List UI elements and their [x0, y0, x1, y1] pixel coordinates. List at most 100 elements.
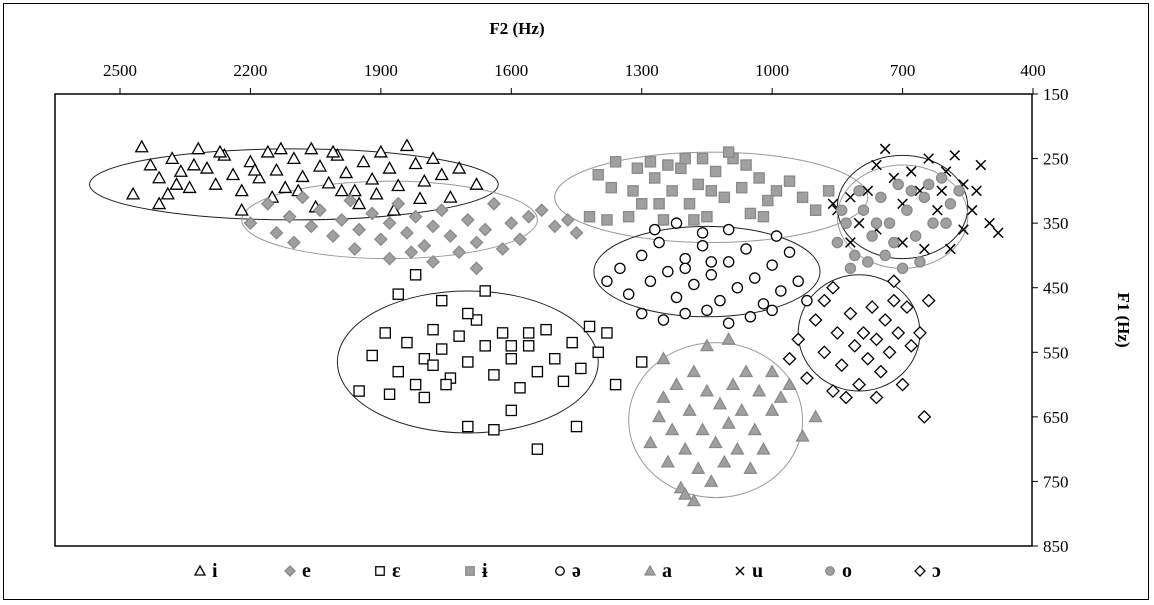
point-o: [875, 191, 887, 204]
point-ɨ: [696, 152, 709, 165]
point-ɛ: [435, 343, 448, 355]
point-o: [905, 185, 918, 197]
point-i: [173, 164, 188, 177]
point-ɛ: [531, 443, 544, 455]
point-e: [452, 245, 467, 260]
point-ə: [601, 275, 613, 288]
point-i: [369, 186, 384, 200]
cluster-ellipse-i: [89, 148, 499, 221]
point-u: [923, 153, 934, 164]
point-ɛ: [479, 340, 491, 352]
point-ɛ: [440, 378, 452, 391]
point-ɛ: [549, 352, 561, 365]
point-ɛ: [601, 327, 613, 339]
point-ɛ: [496, 327, 509, 339]
point-a: [708, 435, 723, 449]
point-i: [286, 151, 302, 165]
point-e: [295, 190, 310, 205]
point-e: [434, 203, 449, 218]
point-ɛ: [418, 391, 431, 404]
point-ɔ: [826, 384, 840, 398]
cluster-ellipse-a: [628, 342, 804, 499]
series-i: [125, 138, 484, 216]
point-i: [225, 167, 241, 181]
point-ɨ: [675, 162, 687, 175]
point-ɔ: [860, 351, 875, 366]
point-i: [186, 157, 202, 171]
point-e: [417, 238, 432, 253]
point-a: [678, 441, 693, 455]
point-ɛ: [575, 362, 587, 375]
point-ɨ: [631, 162, 644, 175]
point-e: [426, 219, 440, 234]
point-i: [234, 202, 249, 216]
point-i: [408, 156, 423, 170]
point-ə: [679, 307, 691, 320]
point-u: [918, 243, 930, 255]
point-ɔ: [886, 293, 901, 308]
point-o: [831, 236, 844, 249]
point-ə: [775, 285, 787, 297]
point-ɛ: [383, 388, 396, 401]
point-a: [734, 403, 749, 416]
point-u: [827, 198, 839, 210]
point-i: [278, 180, 293, 194]
point-i: [365, 171, 380, 185]
point-ɛ: [583, 320, 596, 333]
point-a: [686, 364, 701, 378]
point-ɨ: [709, 165, 722, 178]
point-ɨ: [762, 194, 774, 207]
point-ə: [705, 269, 718, 281]
point-ɨ: [809, 204, 822, 216]
x-tick-label: 2500: [103, 61, 137, 80]
point-ə: [714, 294, 726, 307]
y-tick-label: 150: [1043, 85, 1069, 104]
point-i: [269, 162, 284, 176]
point-i: [425, 151, 441, 165]
point-ə: [792, 275, 804, 288]
y-tick-label: 450: [1043, 279, 1069, 298]
point-a: [743, 461, 758, 474]
point-u: [936, 185, 948, 197]
point-a: [699, 338, 715, 352]
point-ɔ: [782, 351, 797, 366]
point-ɨ: [753, 172, 765, 184]
point-a: [704, 474, 719, 487]
point-ɛ: [592, 346, 604, 359]
point-e: [469, 261, 484, 276]
point-u: [949, 150, 961, 161]
point-a: [782, 377, 797, 391]
point-a: [643, 435, 658, 449]
point-ɔ: [856, 325, 871, 340]
point-ə: [679, 252, 691, 265]
point-a: [665, 422, 680, 436]
point-ɔ: [913, 325, 927, 340]
point-a: [699, 383, 715, 397]
series-ə: [601, 217, 813, 329]
x-tick-label: 1900: [364, 61, 398, 80]
point-e: [352, 222, 367, 237]
legend-marker-e: [284, 565, 296, 577]
point-ɔ: [808, 313, 823, 327]
y-tick-label: 250: [1043, 150, 1069, 169]
point-ɨ: [662, 159, 674, 171]
point-ɔ: [917, 409, 932, 424]
point-a: [725, 377, 741, 391]
point-a: [712, 396, 728, 410]
point-ə: [622, 288, 635, 300]
point-i: [252, 170, 267, 184]
point-ɛ: [505, 404, 518, 417]
y-axis: 150 250 350 450 550 650 750 850: [1032, 85, 1069, 556]
x-tick-label: 1000: [755, 61, 789, 80]
y-tick-label: 550: [1043, 343, 1069, 362]
point-ɛ: [401, 336, 413, 349]
point-a: [678, 487, 693, 500]
point-a: [730, 441, 745, 455]
legend-marker-i: [193, 564, 207, 576]
point-o: [944, 198, 957, 210]
point-ɛ: [557, 375, 570, 388]
point-a: [717, 454, 732, 468]
point-i: [391, 178, 406, 192]
series-o: [831, 172, 965, 275]
point-ɛ: [479, 285, 491, 297]
